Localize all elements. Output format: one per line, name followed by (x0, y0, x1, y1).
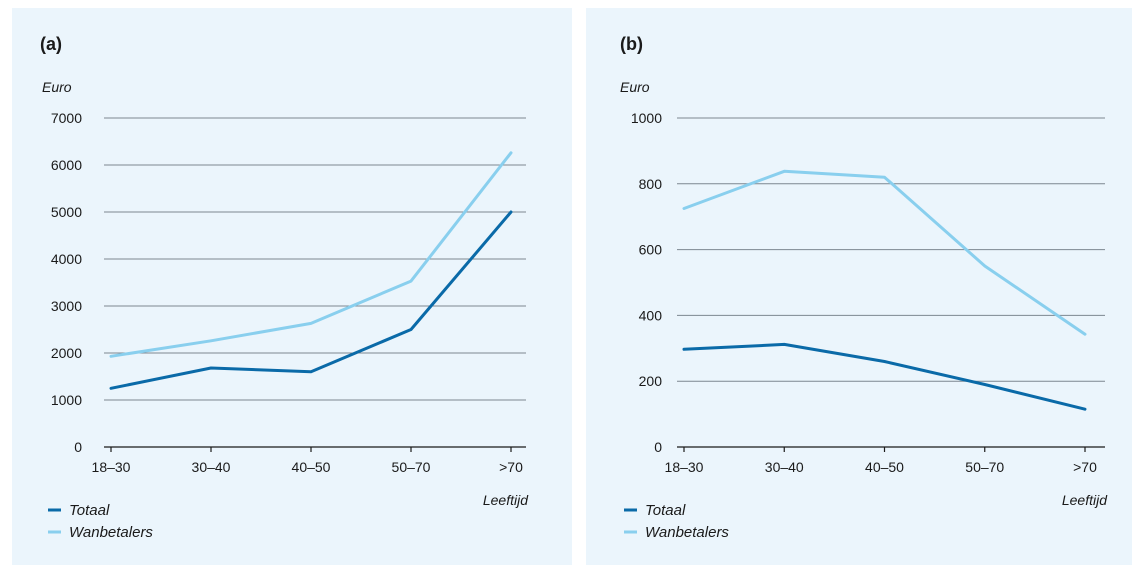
y-tick-label: 6000 (51, 157, 82, 173)
x-tick-label: 50–70 (392, 459, 431, 475)
y-axis-unit-label: Euro (42, 79, 72, 95)
x-axis-title: Leeftijd (483, 492, 529, 508)
y-tick-label: 7000 (51, 110, 82, 126)
y-tick-label: 2000 (51, 345, 82, 361)
y-axis-unit-label: Euro (620, 79, 650, 95)
x-tick-label: 18–30 (92, 459, 131, 475)
legend-label: Totaal (69, 502, 110, 519)
x-tick-label: 30–40 (765, 459, 804, 475)
y-tick-label: 400 (639, 307, 663, 323)
series-line-totaal (682, 342, 1087, 411)
y-tick-label: 200 (639, 373, 663, 389)
y-tick-label: 3000 (51, 298, 82, 314)
y-tick-label: 0 (654, 439, 662, 455)
legend-label: Wanbetalers (69, 524, 153, 541)
y-tick-label: 5000 (51, 204, 82, 220)
chart-panel-b: (b) Euro 0 200 400 600 800 1000 18–30 30–40 40–50 5… (586, 8, 1132, 565)
y-tick-label: 0 (74, 439, 82, 455)
x-tick-label: 50–70 (965, 459, 1004, 475)
x-tick-label: 40–50 (865, 459, 904, 475)
x-tick-label: >70 (1073, 459, 1097, 475)
chart-title: (b) (620, 34, 643, 54)
chart-a: (a) Euro 0 1000 2000 3000 4000 5000 6000 7000 18–3… (40, 34, 529, 541)
legend-label: Wanbetalers (645, 524, 729, 541)
series-line-wanbetalers (109, 151, 513, 358)
y-tick-label: 800 (639, 176, 663, 192)
chart-title: (a) (40, 34, 62, 54)
x-tick-label: 30–40 (192, 459, 231, 475)
x-tick-label: 40–50 (292, 459, 331, 475)
y-tick-label: 600 (639, 242, 663, 258)
chart-b: (b) Euro 0 200 400 600 800 1000 18–30 30–40 40–50 5… (620, 34, 1108, 541)
y-tick-label: 4000 (51, 251, 82, 267)
series-line-totaal (109, 210, 513, 390)
y-tick-label: 1000 (51, 392, 82, 408)
x-axis-title: Leeftijd (1062, 492, 1108, 508)
series-line-wanbetalers (682, 169, 1087, 336)
x-tick-label: >70 (499, 459, 523, 475)
x-tick-label: 18–30 (665, 459, 704, 475)
y-tick-label: 1000 (631, 110, 662, 126)
chart-panel-a: (a) Euro 0 1000 2000 3000 4000 5000 6000 7000 18–3… (12, 8, 572, 565)
legend-label: Totaal (645, 502, 686, 519)
